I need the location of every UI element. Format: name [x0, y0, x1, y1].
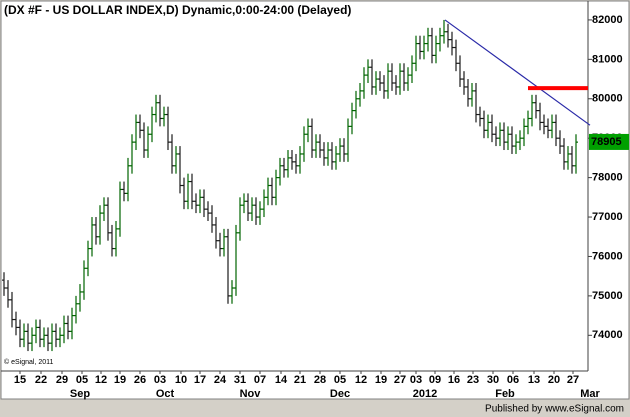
x-tick-label: 30: [487, 374, 499, 386]
month-label: 2012: [413, 388, 437, 400]
y-tick-label: 76000: [592, 250, 623, 262]
x-tick-label: 21: [294, 374, 306, 386]
x-tick-label: 23: [467, 374, 479, 386]
x-tick-label: 29: [56, 374, 68, 386]
x-tick-label: 03: [410, 374, 422, 386]
x-tick-label: 12: [95, 374, 107, 386]
y-tick-label: 75000: [592, 290, 623, 302]
x-tick-label: 05: [334, 374, 346, 386]
price-bars: [2, 19, 578, 352]
x-tick-label: 31: [234, 374, 246, 386]
month-label: Sep: [70, 388, 90, 400]
x-tick-label: 15: [14, 374, 26, 386]
y-tick-label: 77000: [592, 211, 623, 223]
watermark: © eSignal, 2011: [4, 358, 54, 366]
x-tick-label: 07: [254, 374, 266, 386]
x-tick-label: 03: [154, 374, 166, 386]
x-tick-label: 06: [507, 374, 519, 386]
x-tick-label: 20: [548, 374, 560, 386]
x-tick-label: 09: [429, 374, 441, 386]
y-tick-label: 74000: [592, 329, 623, 341]
x-tick-label: 24: [214, 374, 227, 386]
month-label: Oct: [156, 388, 175, 400]
x-tick-label: 19: [114, 374, 126, 386]
x-tick-label: 26: [134, 374, 146, 386]
x-tick-label: 27: [394, 374, 406, 386]
y-tick-label: 78000: [592, 172, 623, 184]
x-tick-label: 12: [355, 374, 367, 386]
x-tick-label: 10: [175, 374, 187, 386]
x-tick-label: 13: [528, 374, 540, 386]
x-tick-label: 16: [448, 374, 460, 386]
month-label: Dec: [330, 388, 350, 400]
month-label: Nov: [240, 388, 262, 400]
x-tick-label: 22: [35, 374, 47, 386]
x-tick-label: 19: [375, 374, 387, 386]
x-tick-label: 27: [567, 374, 579, 386]
last-price-box: [589, 133, 629, 150]
x-tick-label: 05: [76, 374, 88, 386]
x-tick-label: 14: [275, 374, 288, 386]
x-tick-label: 17: [194, 374, 206, 386]
trendline: [444, 19, 591, 126]
month-label: Mar: [580, 388, 600, 400]
x-tick-label: 28: [314, 374, 326, 386]
y-tick-label: 82000: [592, 14, 623, 26]
chart-panel: [0, 0, 630, 400]
footer: Published by www.eSignal.com: [485, 404, 624, 415]
chart-title: (DX #F - US DOLLAR INDEX,D) Dynamic,0:00…: [4, 3, 351, 17]
month-label: Feb: [495, 388, 515, 400]
last-price-label: 78905: [591, 136, 622, 148]
y-tick-label: 80000: [592, 93, 623, 105]
y-tick-label: 81000: [592, 53, 623, 65]
